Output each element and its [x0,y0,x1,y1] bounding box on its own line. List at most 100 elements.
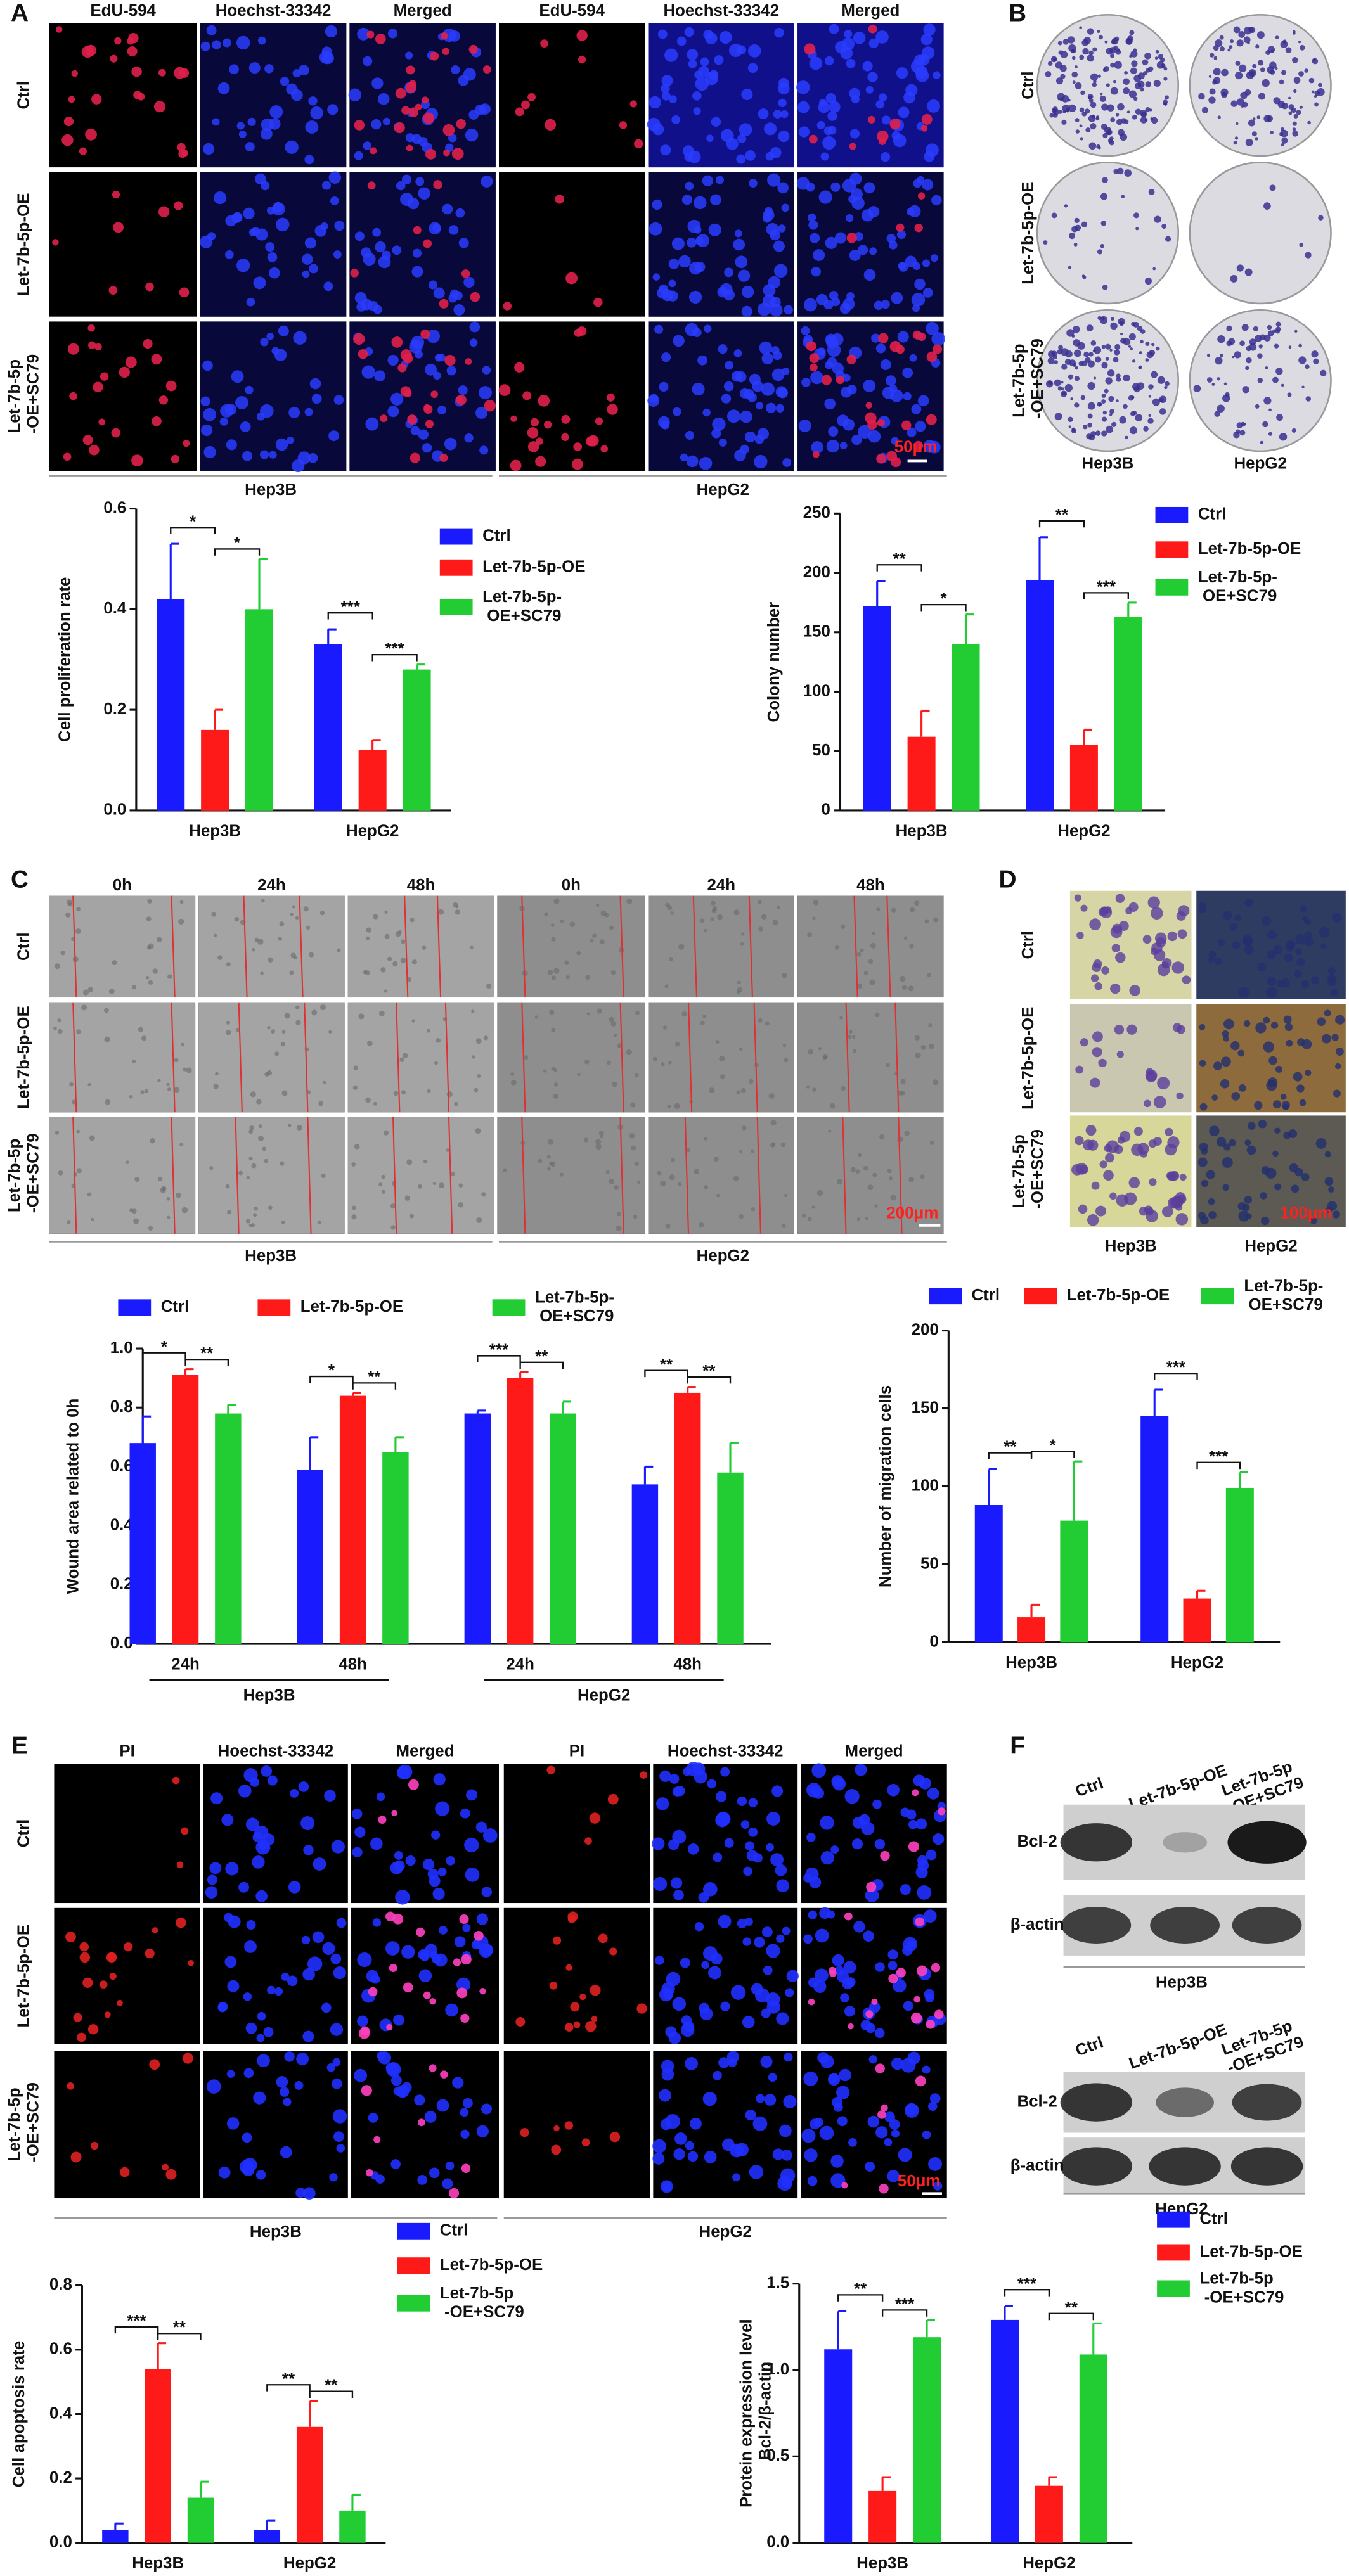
micrograph-tint [198,1002,345,1113]
cell [297,451,311,465]
cell [436,1038,441,1043]
cell [703,1882,718,1897]
significance-label: *** [1166,1359,1186,1376]
cell [723,381,734,392]
cell [1101,966,1109,975]
cell [858,1153,862,1157]
cell [667,1105,671,1109]
cell [891,2057,904,2070]
colony [1068,374,1073,380]
micrograph-tint [200,23,347,168]
cell [298,1781,309,1792]
cell [745,1841,755,1851]
cell [430,51,439,61]
colony [1213,45,1219,51]
cell [659,2089,671,2102]
cell [828,1129,832,1133]
cell [889,2119,900,2130]
cell [275,438,288,451]
cell [553,1068,557,1072]
cell [538,395,550,407]
cell [1244,899,1253,907]
cell [626,1049,632,1056]
cell [351,1809,363,1819]
cell [295,916,299,920]
cell [834,945,839,950]
cell [876,454,886,464]
cell [1199,902,1206,909]
cell [181,1827,189,1835]
cell [422,96,429,104]
cell [243,1768,258,1783]
cell [1222,1157,1233,1169]
cell [259,450,269,459]
cell [445,2003,458,2017]
cell [546,1765,555,1775]
wound-edge [171,1117,176,1234]
wound-edge [898,1117,903,1234]
micrograph [49,172,197,317]
cell [423,1159,428,1164]
colony [1288,96,1291,99]
cell [1209,1125,1220,1136]
cell [81,1004,87,1011]
cell [321,52,334,65]
colony [1097,146,1101,150]
cell [692,91,702,101]
cell [720,129,734,143]
wound-edge [171,1002,176,1113]
colony [1116,373,1121,378]
cell [551,1028,556,1033]
cell [701,1961,709,1970]
cell [455,208,465,218]
cell [847,385,857,395]
cell [766,402,777,413]
cell [209,1166,214,1170]
legend-label: Let-7b-5p-OE [1198,540,1301,558]
cell [718,438,727,447]
cell [871,931,875,935]
cell [1109,1192,1117,1200]
colony [1304,68,1309,73]
cell [661,75,673,87]
cell [225,1184,230,1189]
cell [373,2136,381,2143]
cell [737,1796,747,1807]
colony [1267,46,1275,53]
cell [515,2016,526,2027]
colony [1193,385,1201,392]
cell [361,247,371,258]
cell [1335,1048,1344,1056]
colony [1123,404,1128,409]
cell [766,1812,780,1826]
cell [674,1103,680,1109]
cell [88,341,96,349]
cell [94,343,102,351]
cell [875,1962,885,1972]
cell [76,907,81,912]
cell [915,1818,927,1830]
cell [768,2073,777,2082]
cell [760,2055,773,2068]
colony [1255,137,1258,141]
cell [782,1926,791,1935]
cell [1147,896,1160,909]
colony [1061,364,1068,370]
cell [236,122,245,130]
cell [730,1985,746,2000]
wound-edge [307,1117,312,1234]
colony [1052,106,1058,112]
cell [382,117,390,125]
cell [881,300,890,309]
cell [276,2076,288,2088]
cell [853,31,866,44]
cell [87,1082,91,1087]
cell [669,95,677,103]
cell [804,43,816,55]
cell [112,960,117,966]
row-label: Let-7b-5p -OE+SC79 [1010,338,1047,423]
colony [1236,122,1239,125]
cell [1115,952,1126,963]
cell [320,910,325,916]
cell [352,1085,358,1090]
